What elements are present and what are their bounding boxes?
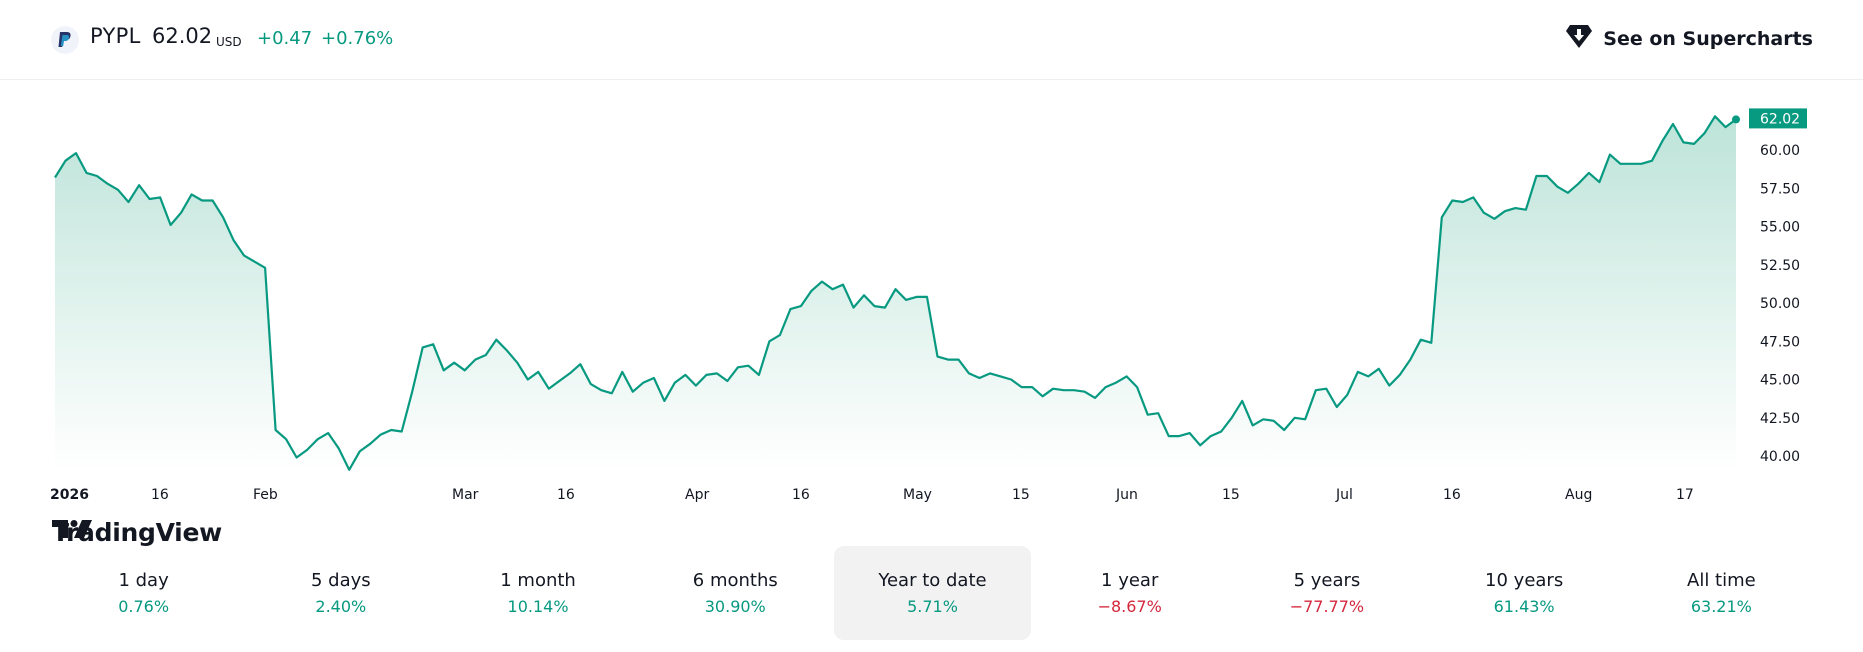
- period-label: 5 years: [1293, 570, 1361, 591]
- ticker-symbol: PYPL: [90, 24, 141, 48]
- period-label: 10 years: [1485, 570, 1564, 591]
- period-label: 5 days: [310, 570, 371, 591]
- x-axis-tick-label: 15: [1222, 487, 1240, 503]
- symbol-header: PYPL 62.02 USD +0.47 +0.76% See on Super…: [0, 0, 1863, 80]
- price-line: [54, 115, 1737, 471]
- period-label: 1 year: [1101, 570, 1159, 591]
- x-axis-tick-label: 15: [1012, 487, 1030, 503]
- period-tab[interactable]: 5 days 2.40%: [242, 546, 439, 640]
- period-label: 1 month: [500, 570, 576, 591]
- x-axis-tick-label: 16: [557, 487, 575, 503]
- period-tab[interactable]: 5 years −77.77%: [1228, 546, 1425, 640]
- y-axis-tick-label: 55.00: [1760, 220, 1800, 236]
- period-change-value: 63.21%: [1690, 597, 1752, 616]
- period-tab[interactable]: 6 months 30.90%: [637, 546, 834, 640]
- period-label: Year to date: [878, 570, 987, 591]
- y-axis-tick-label: 40.00: [1760, 449, 1800, 465]
- period-change-value: −77.77%: [1289, 597, 1365, 616]
- price-area-fill: [55, 116, 1736, 473]
- price-chart[interactable]: 60.00 57.50 55.00 52.50 50.00 47.50 45.00 42.50…: [0, 80, 1863, 547]
- x-axis-tick-label: Apr: [685, 487, 709, 503]
- x-axis-tick-label: 16: [792, 487, 810, 503]
- period-tab[interactable]: 1 month 10.14%: [439, 546, 636, 640]
- supercharts-label: See on Supercharts: [1603, 27, 1813, 50]
- period-tab[interactable]: 1 day 0.76%: [45, 546, 242, 640]
- x-axis-tick-label: 17: [1676, 487, 1694, 503]
- period-tab[interactable]: Year to date 5.71%: [833, 546, 1032, 640]
- period-change-value: 2.40%: [315, 597, 367, 616]
- last-price-dot: [1732, 115, 1740, 124]
- performance-periods: 1 day 0.76% 5 days 2.40% 1 month 10.14% 6 mont…: [45, 546, 1820, 640]
- period-tab[interactable]: 1 year −8.67%: [1031, 546, 1228, 640]
- y-axis-tick-label: 57.50: [1760, 181, 1800, 197]
- x-axis-tick-label: May: [903, 487, 932, 503]
- price-change-percent: +0.76%: [321, 28, 394, 49]
- last-price-badge-label: 62.02: [1760, 111, 1800, 127]
- tradingview-watermark: TradingView: [52, 518, 222, 547]
- period-tab[interactable]: All time 63.21%: [1623, 546, 1820, 640]
- period-label: All time: [1687, 570, 1756, 591]
- x-axis-tick-label: 16: [151, 487, 169, 503]
- x-axis-tick-label: Feb: [253, 487, 278, 503]
- y-axis-tick-label: 50.00: [1760, 296, 1800, 312]
- x-axis-tick-label: Jul: [1335, 487, 1353, 503]
- price-change: +0.47: [257, 28, 313, 49]
- period-label: 1 day: [118, 570, 169, 591]
- period-change-value: 61.43%: [1493, 597, 1555, 616]
- x-axis-tick-label: Mar: [452, 487, 479, 503]
- period-change-value: 30.90%: [704, 597, 766, 616]
- x-axis-tick-label: Jun: [1115, 487, 1138, 503]
- period-change-value: −8.67%: [1097, 597, 1162, 616]
- period-change-value: 5.71%: [907, 597, 958, 616]
- last-price: 62.02: [152, 24, 213, 48]
- y-axis-tick-label: 60.00: [1760, 143, 1800, 159]
- price-chart-svg: 60.00 57.50 55.00 52.50 50.00 47.50 45.00 42.50…: [50, 108, 1807, 503]
- x-axis-tick-label: 2026: [50, 487, 89, 503]
- tradingview-logo-icon: [52, 520, 92, 538]
- y-axis-tick-label: 45.00: [1760, 373, 1800, 389]
- x-axis-tick-label: Aug: [1565, 487, 1592, 503]
- last-price-badge: [1749, 108, 1807, 129]
- y-axis-tick-label: 42.50: [1760, 411, 1800, 427]
- tradingview-badge-icon: [1565, 22, 1593, 55]
- x-axis-tick-label: 16: [1443, 487, 1461, 503]
- period-label: 6 months: [692, 570, 778, 591]
- see-on-supercharts-link[interactable]: See on Supercharts: [1565, 22, 1813, 55]
- y-axis-tick-label: 47.50: [1760, 334, 1800, 350]
- period-change-value: 10.14%: [507, 597, 569, 616]
- currency-code: USD: [216, 35, 242, 49]
- paypal-logo-icon: [51, 26, 79, 54]
- period-tab[interactable]: 10 years 61.43%: [1426, 546, 1623, 640]
- y-axis-tick-label: 52.50: [1760, 258, 1800, 274]
- period-change-value: 0.76%: [118, 597, 170, 616]
